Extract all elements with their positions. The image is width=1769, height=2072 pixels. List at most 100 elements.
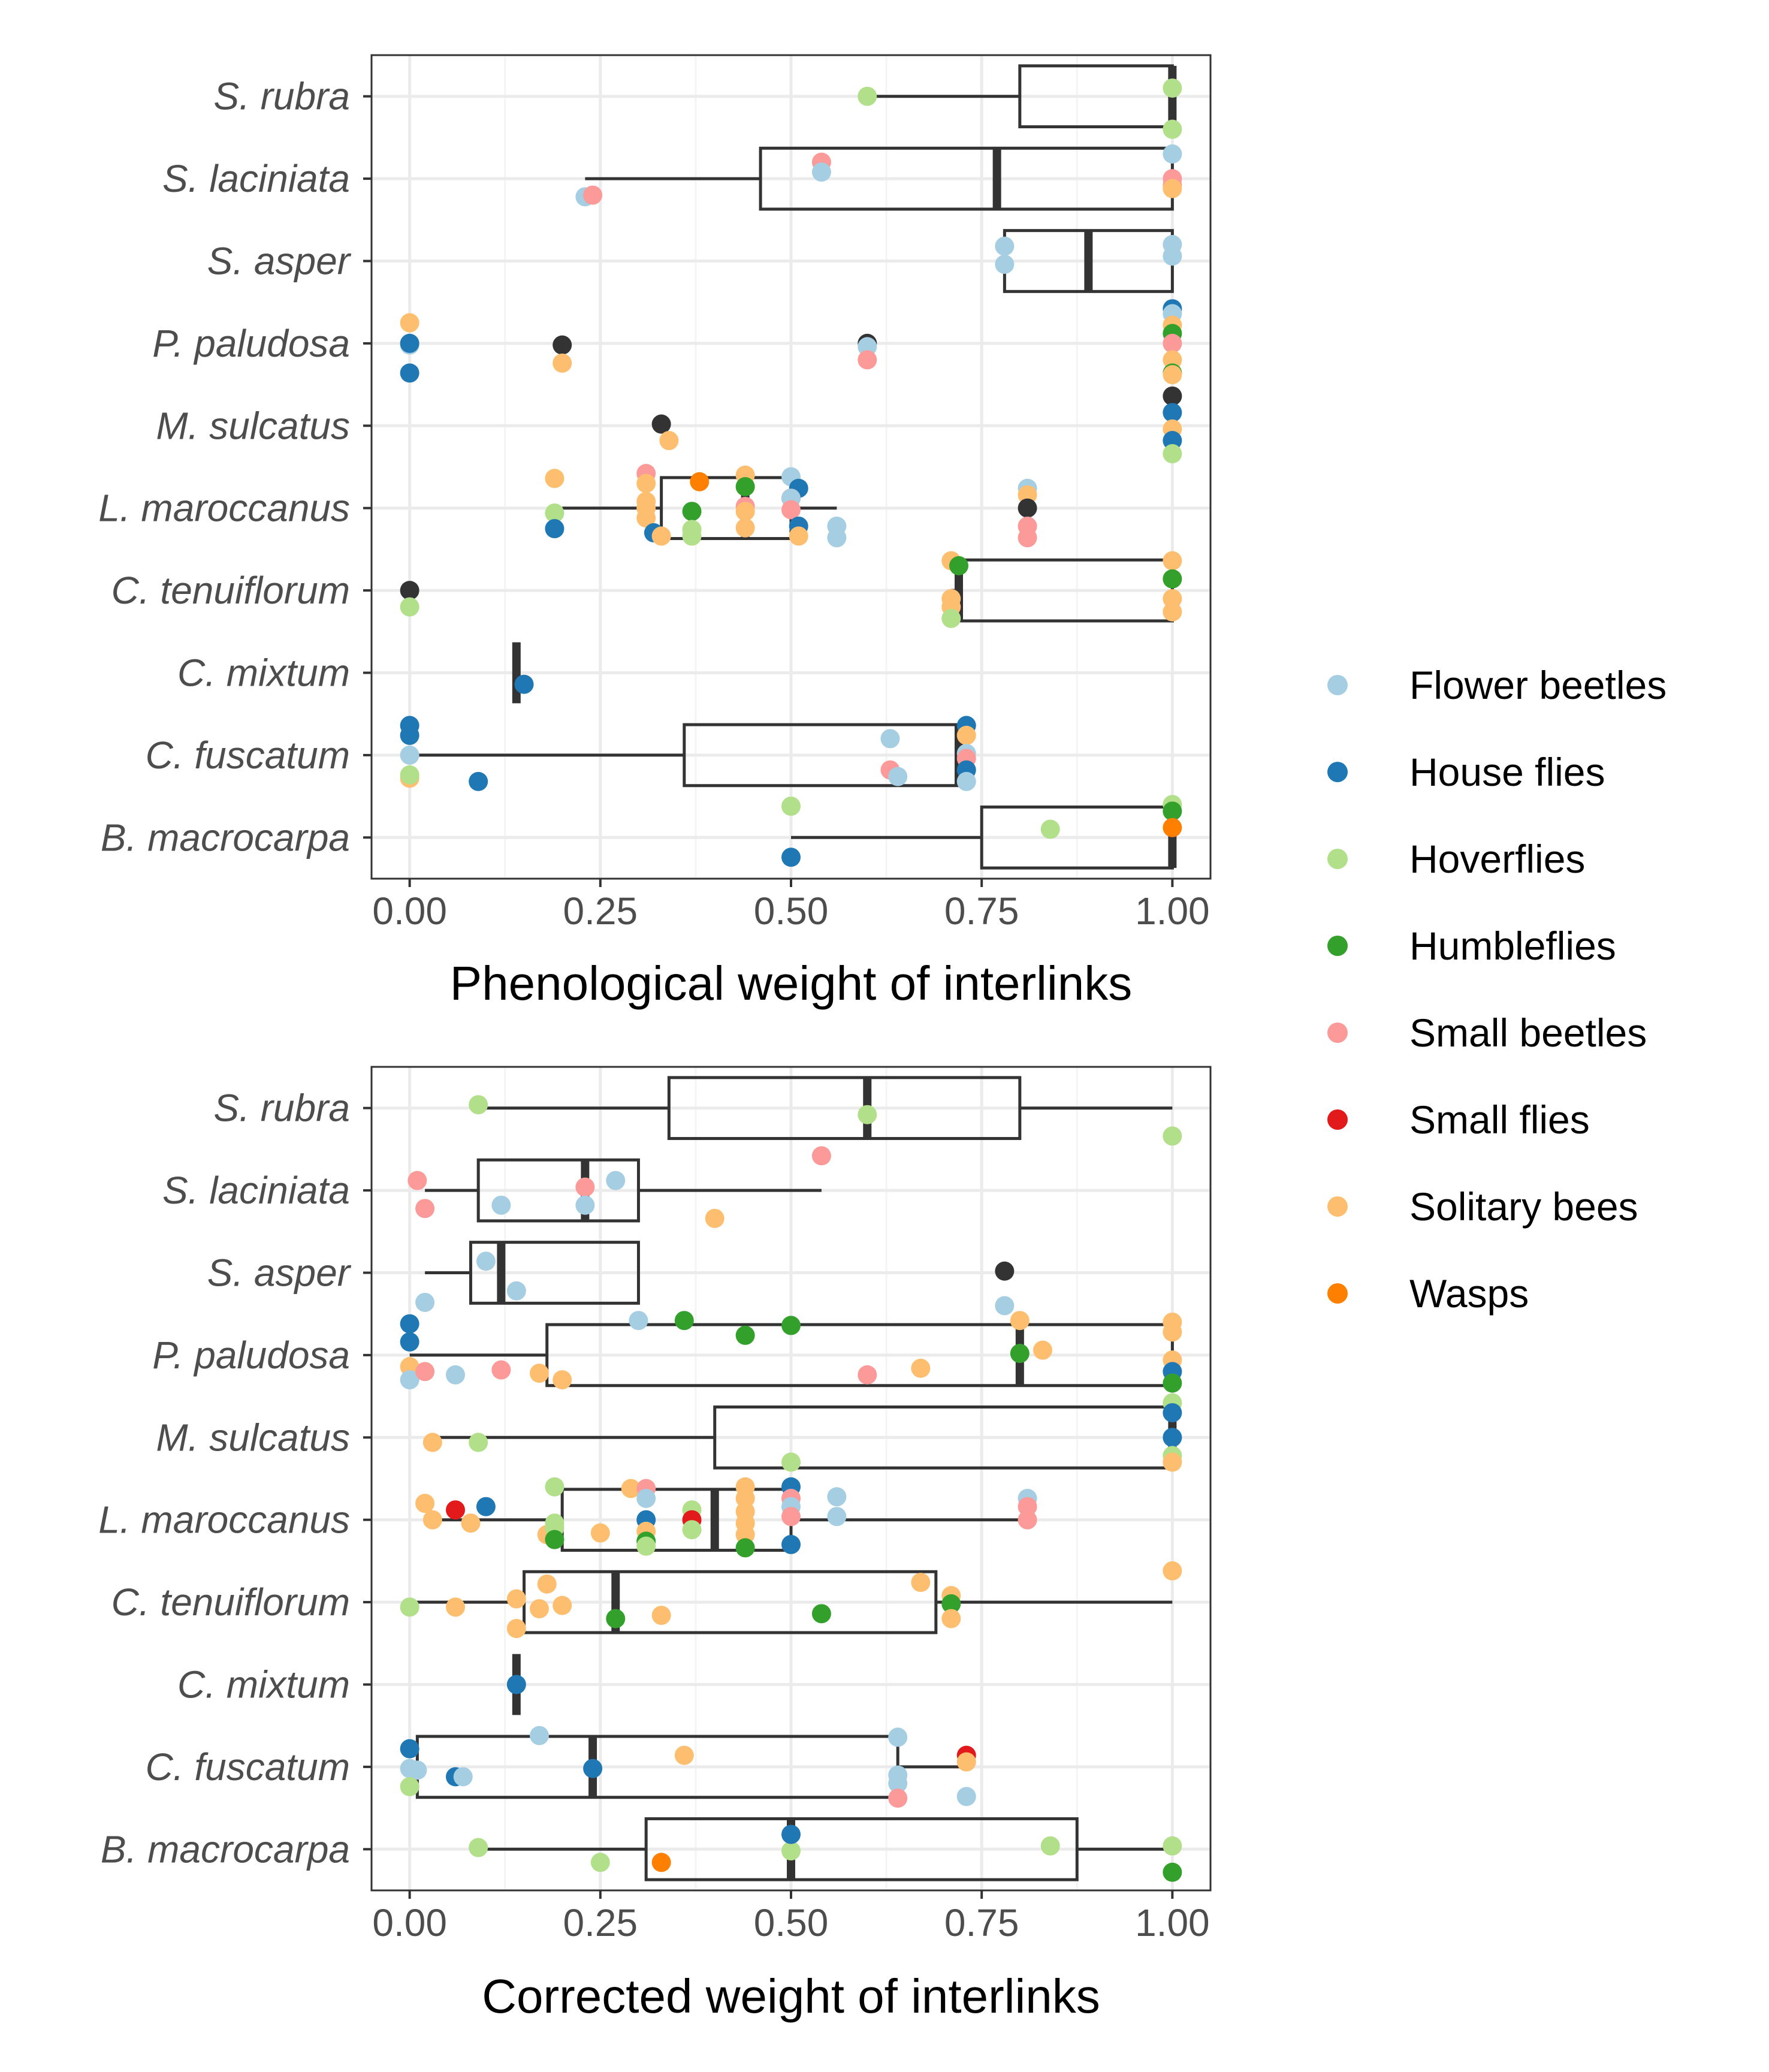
data-point (949, 556, 968, 575)
data-point (400, 581, 419, 601)
data-point (583, 1759, 603, 1778)
data-point (514, 674, 534, 694)
box-s-asper (1003, 229, 1174, 293)
y-tick-label: C. tenuiflorum (111, 569, 350, 612)
legend-label: Hoverflies (1409, 837, 1585, 881)
data-point (1163, 365, 1182, 385)
data-point (553, 353, 572, 373)
data-point (858, 350, 877, 370)
box-s-asper (425, 1241, 640, 1305)
data-point (995, 236, 1015, 256)
data-point (735, 1525, 755, 1545)
data-point (407, 1171, 427, 1190)
data-point (530, 1364, 549, 1383)
y-tick-label: C. mixtum (177, 1663, 350, 1706)
data-point (682, 526, 702, 546)
data-point (400, 725, 419, 745)
data-point (911, 1358, 931, 1378)
data-point (491, 1360, 511, 1380)
x-axis-title: Phenological weight of interlinks (450, 957, 1132, 1010)
data-point (781, 797, 801, 816)
data-point (506, 1675, 526, 1694)
legend-item: Humbleflies (1327, 924, 1616, 968)
data-point (446, 1365, 465, 1385)
x-tick-label: 0.00 (372, 1901, 447, 1944)
data-point (858, 337, 877, 357)
legend-item: Wasps (1327, 1271, 1529, 1316)
y-tick-label: P. paludosa (152, 1334, 350, 1377)
legend-swatch (1327, 762, 1348, 782)
y-tick-label: C. mixtum (177, 652, 350, 695)
y-tick-label: S. asper (207, 240, 352, 283)
y-tick-label: L. maroccanus (98, 487, 350, 530)
x-tick-label: 0.25 (563, 1901, 638, 1944)
data-point (446, 1597, 465, 1617)
data-point (1033, 1340, 1052, 1360)
legend-item: Flower beetles (1327, 663, 1667, 707)
data-point (956, 725, 976, 745)
y-tick-label: S. asper (207, 1251, 352, 1295)
data-point (1018, 1497, 1037, 1516)
data-point (1163, 1561, 1182, 1581)
x-tick-label: 0.50 (754, 889, 829, 933)
data-point (636, 473, 656, 493)
data-point (1163, 1836, 1182, 1856)
data-point (1163, 386, 1182, 406)
x-tick-label: 0.25 (563, 889, 638, 933)
legend-swatch (1327, 675, 1348, 695)
data-point (1163, 179, 1182, 198)
data-point (400, 1332, 419, 1352)
data-point (888, 1789, 908, 1808)
box-rect (1018, 64, 1174, 129)
legend-item: Solitary bees (1327, 1184, 1638, 1229)
data-point (888, 767, 908, 786)
y-tick-label: B. macrocarpa (101, 1827, 350, 1871)
data-point (469, 771, 488, 791)
data-point (545, 503, 564, 523)
data-point (735, 518, 755, 538)
data-point (545, 469, 564, 488)
legend-swatch (1327, 936, 1348, 956)
box-rect (667, 1076, 1022, 1141)
data-point (400, 1777, 419, 1796)
data-point (827, 1507, 847, 1527)
data-point (400, 313, 419, 333)
y-tick-label: C. fuscatum (146, 1745, 350, 1789)
data-point (682, 1520, 702, 1540)
data-point (553, 1596, 572, 1615)
box-rect (476, 1158, 640, 1223)
x-tick-label: 0.00 (372, 889, 447, 933)
data-point (506, 1589, 526, 1609)
x-tick-label: 0.50 (754, 1901, 829, 1944)
data-point (705, 1208, 724, 1228)
data-point (827, 528, 847, 548)
data-point (781, 848, 801, 867)
data-point (400, 745, 419, 765)
data-point (651, 414, 671, 434)
box-rect (415, 1735, 899, 1799)
data-point (1018, 498, 1037, 518)
data-point (1163, 78, 1182, 98)
data-point (621, 1479, 641, 1498)
data-point (537, 1574, 557, 1594)
data-point (415, 1199, 435, 1219)
data-point (400, 765, 419, 785)
data-point (400, 1314, 419, 1334)
data-point (811, 1604, 831, 1624)
legend-item: Small flies (1327, 1097, 1590, 1142)
legend-label: Flower beetles (1409, 663, 1667, 707)
box-rect (523, 1570, 938, 1634)
data-point (530, 1599, 549, 1619)
data-point (415, 1362, 435, 1382)
data-point (400, 363, 419, 383)
data-point (651, 526, 671, 546)
data-point (735, 1538, 755, 1558)
box-rect (644, 1817, 1079, 1881)
data-point (583, 185, 603, 205)
legend-swatch (1327, 1109, 1348, 1130)
data-point (1018, 528, 1037, 548)
data-point (400, 333, 419, 353)
data-point (545, 1477, 564, 1497)
